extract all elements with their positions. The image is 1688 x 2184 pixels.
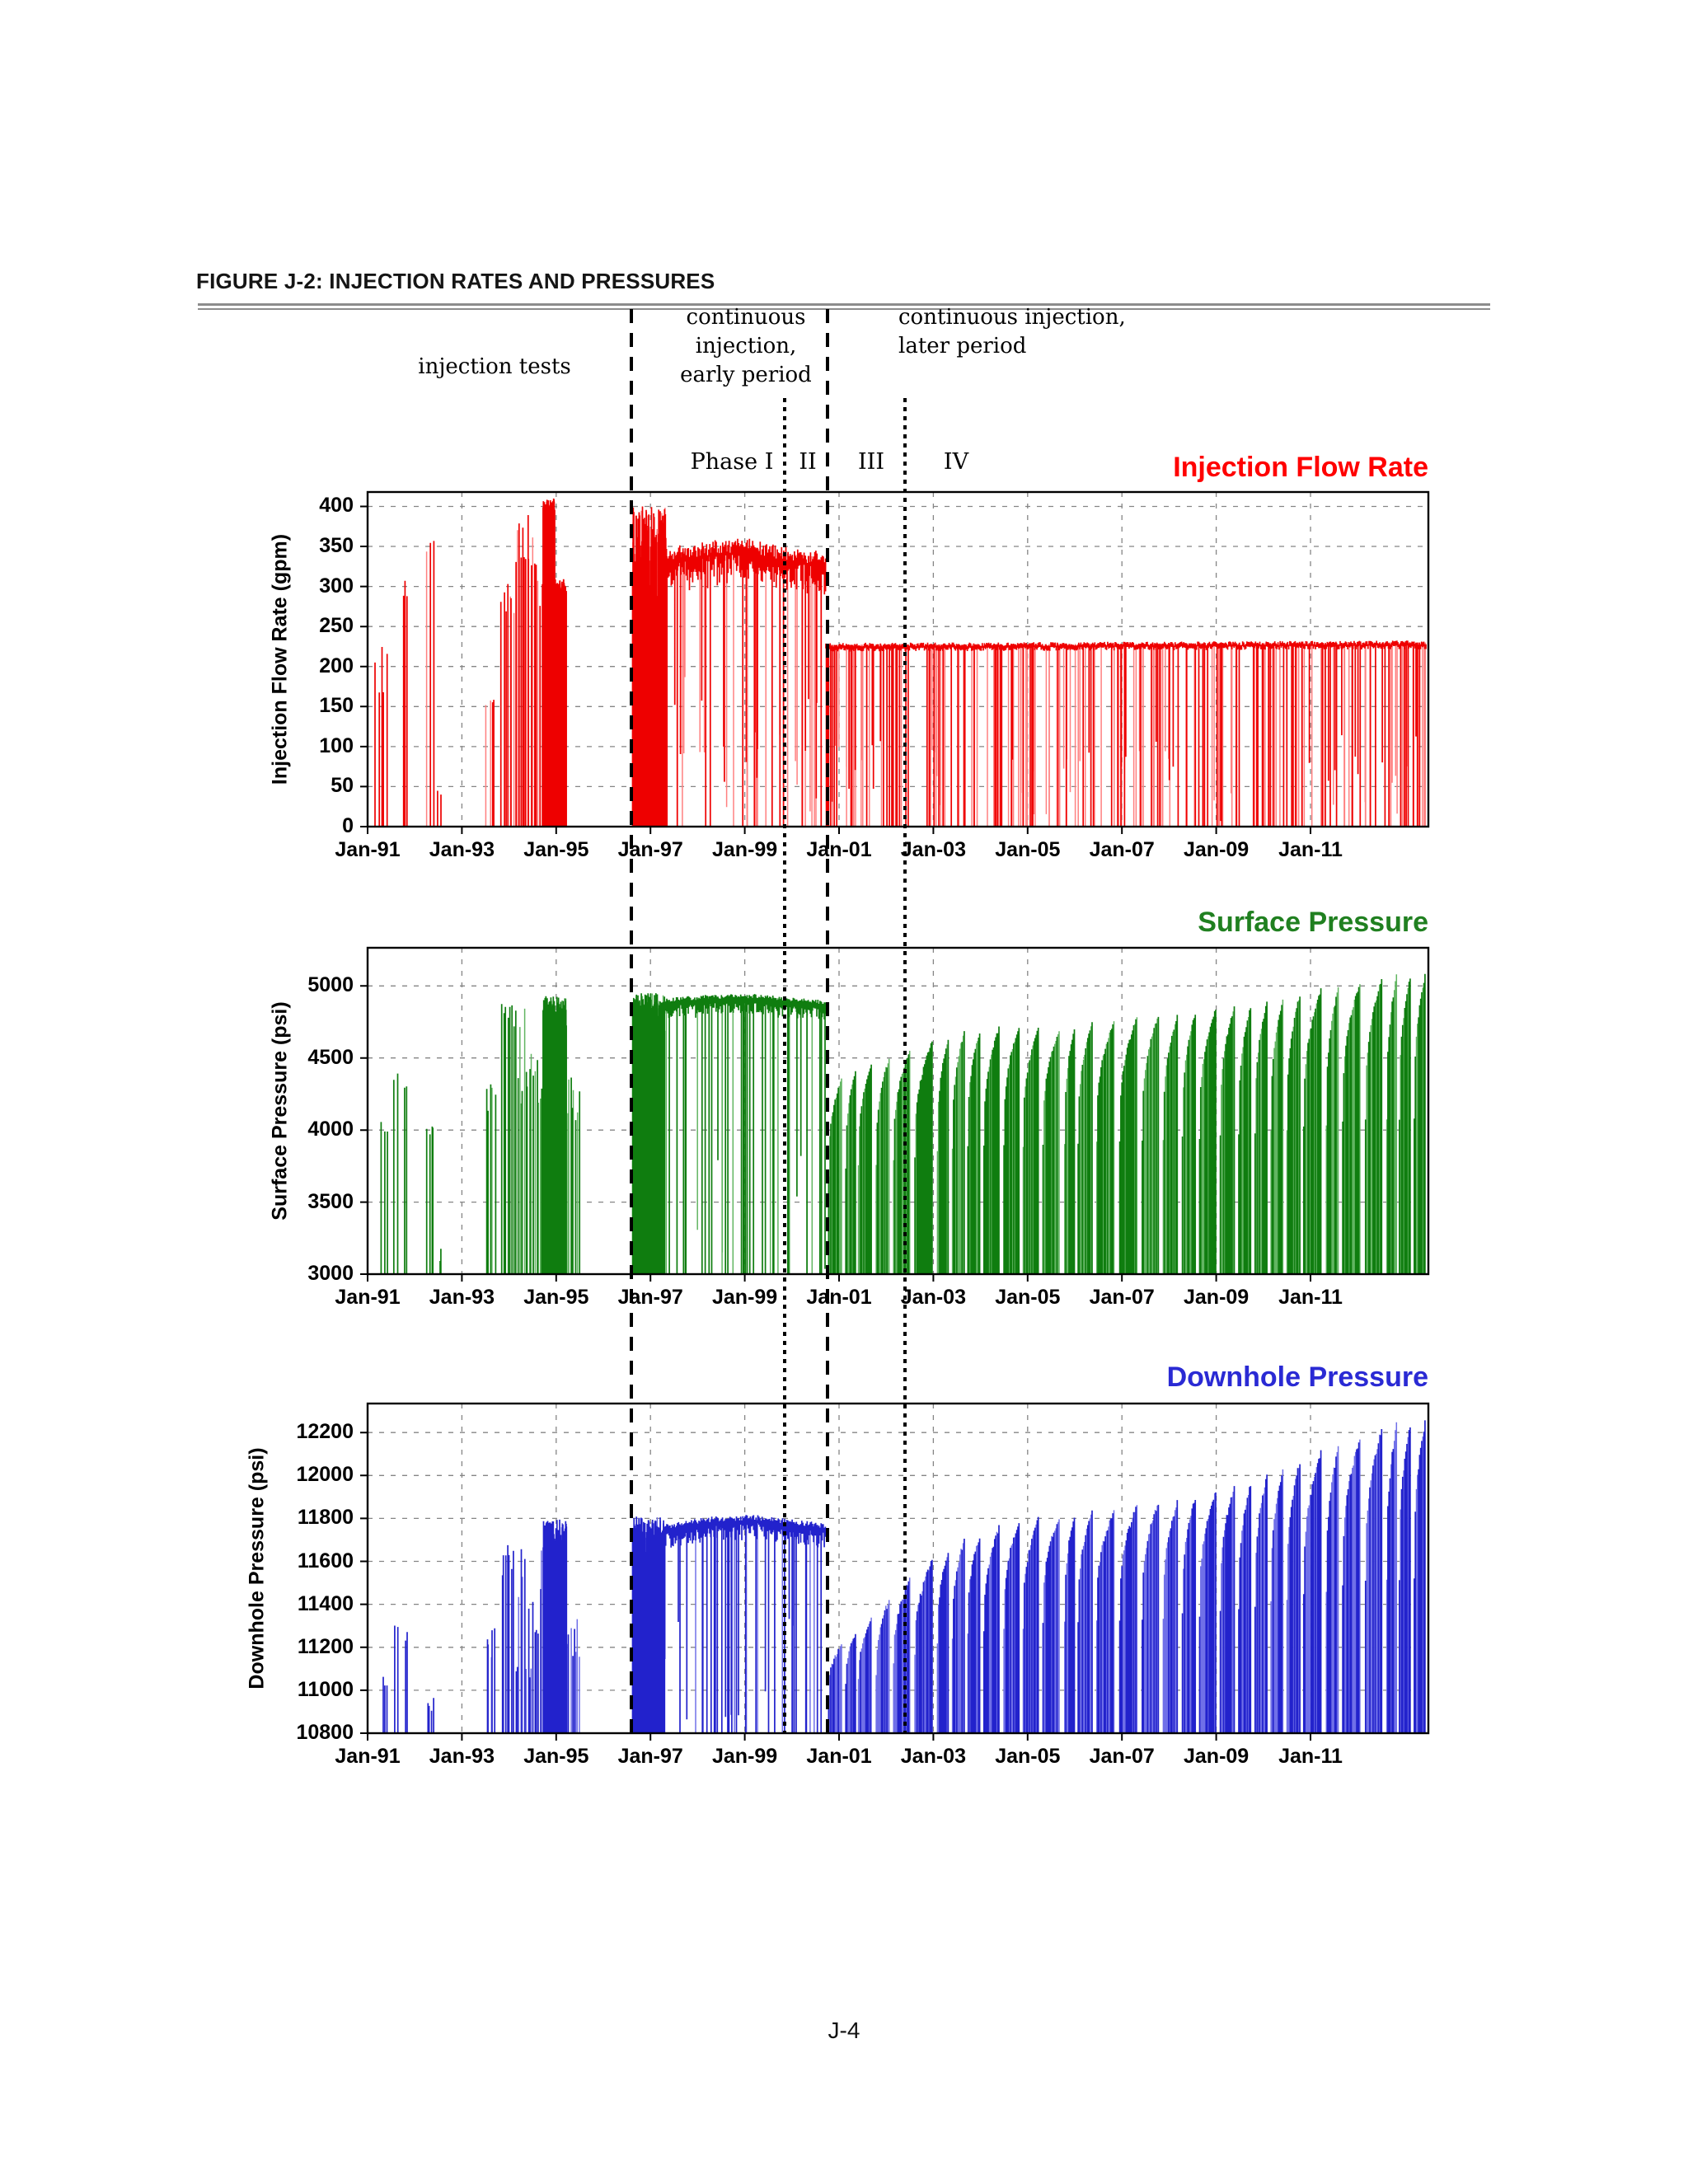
surface-chart-svg <box>360 946 1430 1282</box>
x-tick-label: Jan-91 <box>335 838 401 861</box>
annotation-line: injection, <box>695 334 797 359</box>
x-tick-label: Jan-05 <box>995 1745 1061 1768</box>
phase-label-IV: IV <box>943 449 969 475</box>
x-tick-label: Jan-09 <box>1183 1745 1250 1768</box>
flow-chart-svg <box>360 490 1430 834</box>
annotation-injection-tests: injection tests <box>418 354 571 379</box>
y-tick-label: 11800 <box>297 1506 354 1530</box>
y-tick-label: 300 <box>319 574 354 598</box>
y-tick-label: 11200 <box>297 1634 354 1658</box>
x-tick-label: Jan-05 <box>995 838 1061 861</box>
y-tick-label: 4000 <box>307 1118 354 1141</box>
x-tick-label: Jan-97 <box>617 1286 683 1309</box>
y-tick-label: 11400 <box>297 1591 354 1615</box>
x-tick-label: Jan-95 <box>523 838 589 861</box>
y-tick-label: 3500 <box>307 1189 354 1213</box>
x-tick-label: Jan-07 <box>1089 1745 1155 1768</box>
x-tick-label: Jan-99 <box>711 1286 778 1309</box>
x-tick-label: Jan-03 <box>900 1286 966 1309</box>
x-tick-label: Jan-01 <box>806 838 872 861</box>
surface-y-axis-label: Surface Pressure (psi) <box>268 1001 292 1221</box>
annotation-line: continuous <box>686 305 806 330</box>
x-tick-label: Jan-03 <box>900 1745 966 1768</box>
x-tick-label: Jan-11 <box>1278 1745 1343 1768</box>
y-tick-label: 11600 <box>297 1549 354 1572</box>
annotation-continuous-early: continuous injection, early period <box>680 303 812 390</box>
annotation-continuous-later: continuous injection, later period <box>898 303 1126 361</box>
x-tick-label: Jan-11 <box>1278 1286 1343 1309</box>
heading-rule <box>198 303 1490 310</box>
x-tick-label: Jan-95 <box>523 1286 589 1309</box>
x-tick-label: Jan-05 <box>995 1286 1061 1309</box>
x-tick-label: Jan-95 <box>523 1745 589 1768</box>
x-tick-label: Jan-99 <box>711 838 778 861</box>
y-tick-label: 400 <box>319 494 354 518</box>
y-tick-label: 350 <box>319 534 354 558</box>
x-tick-label: Jan-91 <box>335 1745 401 1768</box>
y-tick-label: 150 <box>319 694 354 718</box>
annotation-line: early period <box>680 363 812 387</box>
x-tick-label: Jan-03 <box>900 838 966 861</box>
y-tick-label: 200 <box>319 654 354 677</box>
x-tick-label: Jan-11 <box>1278 838 1343 861</box>
phase-label-II: II <box>799 449 817 475</box>
x-tick-label: Jan-09 <box>1183 838 1250 861</box>
y-tick-label: 12200 <box>296 1420 354 1444</box>
surface-chart-title: Surface Pressure <box>1198 907 1428 938</box>
x-tick-label: Jan-97 <box>617 838 683 861</box>
y-tick-label: 4500 <box>307 1045 354 1069</box>
page-number: J-4 <box>828 2018 860 2043</box>
x-tick-label: Jan-97 <box>617 1745 683 1768</box>
x-tick-label: Jan-93 <box>429 838 495 861</box>
y-tick-label: 11000 <box>297 1677 354 1701</box>
phase-label-III: III <box>858 449 884 475</box>
x-tick-label: Jan-91 <box>335 1286 401 1309</box>
downhole-chart-svg <box>360 1402 1430 1741</box>
x-tick-label: Jan-07 <box>1089 1286 1155 1309</box>
y-tick-label: 10800 <box>296 1721 354 1744</box>
y-tick-label: 50 <box>331 774 354 798</box>
annotation-line: later period <box>898 334 1027 359</box>
x-tick-label: Jan-01 <box>806 1745 872 1768</box>
x-tick-label: Jan-09 <box>1183 1286 1250 1309</box>
y-tick-label: 5000 <box>307 973 354 997</box>
y-tick-label: 12000 <box>296 1463 354 1487</box>
flow-chart-title: Injection Flow Rate <box>1173 452 1428 483</box>
phase-label-I: Phase I <box>690 449 774 475</box>
x-tick-label: Jan-99 <box>711 1745 778 1768</box>
x-tick-label: Jan-93 <box>429 1745 495 1768</box>
x-tick-label: Jan-07 <box>1089 838 1155 861</box>
y-tick-label: 0 <box>342 814 354 837</box>
y-tick-label: 3000 <box>307 1262 354 1285</box>
x-tick-label: Jan-01 <box>806 1286 872 1309</box>
downhole-chart-title: Downhole Pressure <box>1166 1361 1428 1393</box>
x-tick-label: Jan-93 <box>429 1286 495 1309</box>
y-tick-label: 100 <box>319 733 354 757</box>
y-tick-label: 250 <box>319 614 354 638</box>
figure-heading: FIGURE J-2: INJECTION RATES AND PRESSURE… <box>196 269 715 293</box>
annotation-line: continuous injection, <box>898 305 1126 330</box>
